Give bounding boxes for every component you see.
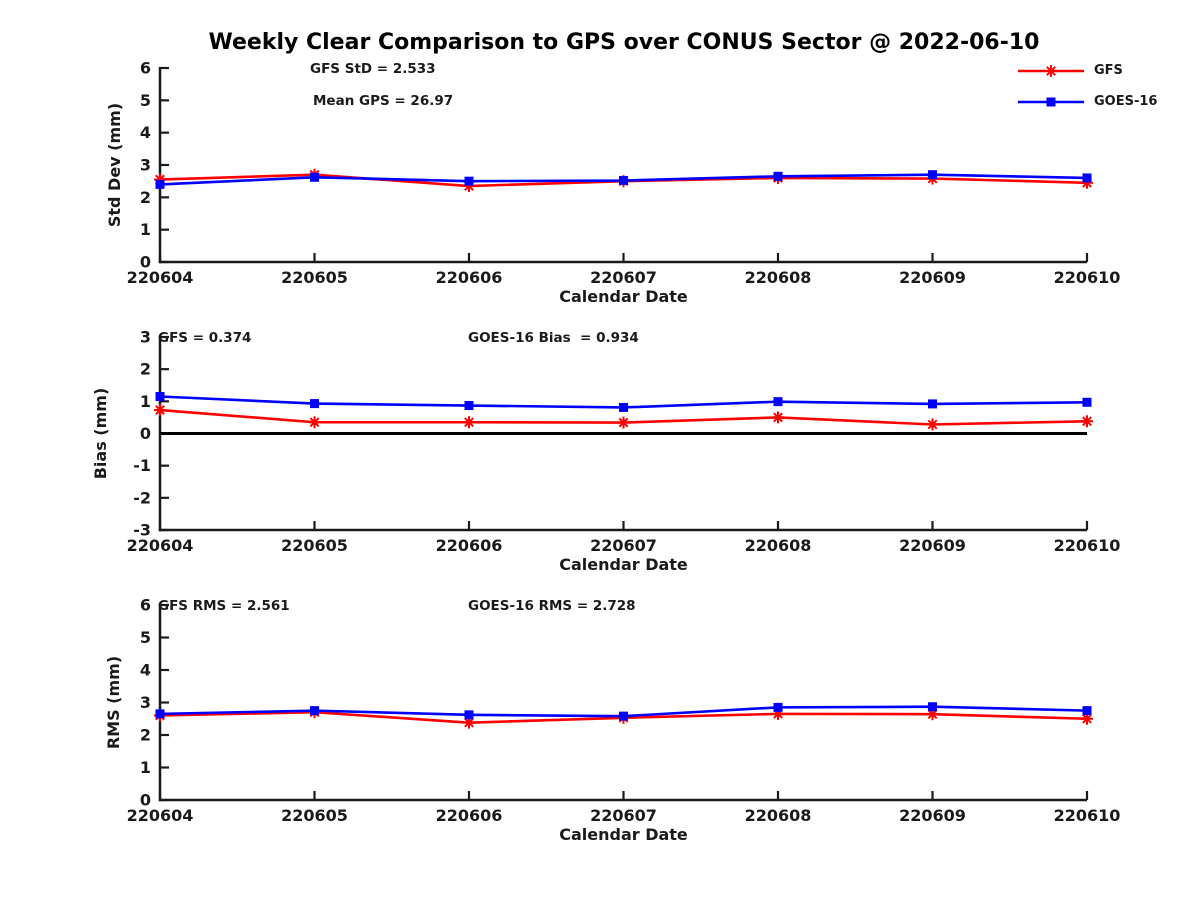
y-axis-label: Bias (mm) — [91, 388, 110, 480]
x-tick-label: 220606 — [436, 268, 503, 287]
gfs-line-sample — [1018, 65, 1084, 77]
y-tick-label: 2 — [140, 726, 151, 745]
y-tick-label: -1 — [133, 456, 151, 475]
annotation: GOES-16 Bias = 0.934 — [468, 330, 639, 346]
data-point-marker — [928, 170, 937, 180]
annotation: GFS = 0.374 — [158, 330, 251, 346]
x-tick-label: 220609 — [899, 806, 966, 825]
x-tick-label: 220606 — [436, 536, 503, 555]
data-point-marker — [155, 392, 165, 402]
y-tick-label: 2 — [140, 360, 151, 379]
annotation: GOES-16 RMS = 2.728 — [468, 598, 636, 614]
y-tick-label: 6 — [140, 596, 151, 615]
data-point-marker — [1081, 415, 1093, 428]
y-tick-label: 3 — [140, 156, 151, 175]
x-tick-label: 220605 — [281, 806, 348, 825]
y-tick-label: 1 — [140, 758, 151, 777]
legend-label-gfs: GFS — [1094, 63, 1123, 78]
data-point-marker — [155, 179, 165, 189]
x-tick-label: 220610 — [1054, 536, 1121, 555]
chart-title: Weekly Clear Comparison to GPS over CONU… — [208, 30, 1040, 55]
y-tick-label: 0 — [140, 253, 151, 272]
x-tick-label: 220604 — [127, 268, 194, 287]
legend-item-goes-16: GOES-16 — [1016, 93, 1157, 111]
x-tick-label: 220608 — [745, 536, 812, 555]
data-point-marker — [617, 416, 630, 429]
y-tick-label: 3 — [140, 328, 151, 347]
x-tick-label: 220609 — [899, 268, 966, 287]
legend: GFS GOES-16 — [1016, 62, 1157, 111]
annotation: GFS StD = 2.533 — [310, 61, 436, 77]
data-point-marker — [463, 416, 475, 429]
y-tick-label: 2 — [140, 188, 151, 207]
goes-16-line-sample — [1018, 97, 1084, 107]
x-tick-label: 220604 — [127, 806, 194, 825]
data-point-marker — [154, 404, 166, 417]
annotation: Mean GPS = 26.97 — [313, 93, 453, 109]
x-tick-label: 220607 — [590, 536, 657, 555]
data-point-marker — [310, 399, 319, 409]
x-tick-label: 220606 — [436, 806, 503, 825]
x-tick-label: 220609 — [899, 536, 966, 555]
x-tick-label: 220607 — [590, 268, 657, 287]
x-tick-label: 220605 — [281, 268, 348, 287]
data-point-marker — [464, 710, 474, 720]
data-point-marker — [619, 711, 628, 721]
y-tick-label: 1 — [140, 220, 151, 239]
data-point-marker — [1082, 173, 1092, 183]
data-point-marker — [310, 706, 319, 716]
x-tick-label: 220608 — [745, 268, 812, 287]
legend-item-gfs: GFS — [1016, 62, 1157, 80]
data-point-marker — [928, 399, 937, 409]
data-point-marker — [773, 397, 783, 407]
x-tick-label: 220605 — [281, 536, 348, 555]
data-point-marker — [1082, 706, 1092, 716]
data-point-marker — [464, 176, 474, 186]
y-tick-label: 5 — [140, 91, 151, 110]
y-axis-label: RMS (mm) — [104, 656, 123, 749]
data-point-marker — [773, 171, 783, 181]
y-tick-label: 5 — [140, 628, 151, 647]
asterisk-marker-icon — [1045, 65, 1057, 77]
y-tick-label: 6 — [140, 59, 151, 78]
data-point-marker — [464, 401, 474, 411]
x-tick-label: 220607 — [590, 806, 657, 825]
x-axis-label: Calendar Date — [559, 555, 688, 574]
annotation: GFS RMS = 2.561 — [158, 598, 290, 614]
y-tick-label: 0 — [140, 424, 151, 443]
y-tick-label: 4 — [140, 123, 151, 142]
data-point-marker — [155, 709, 165, 719]
y-tick-label: 1 — [140, 392, 151, 411]
y-tick-label: -2 — [133, 488, 151, 507]
data-point-marker — [772, 411, 784, 424]
data-point-marker — [308, 416, 321, 429]
data-point-marker — [773, 702, 783, 712]
data-point-marker — [928, 702, 937, 712]
x-tick-label: 220604 — [127, 536, 194, 555]
legend-label-goes-16: GOES-16 — [1094, 94, 1158, 109]
x-axis-label: Calendar Date — [559, 825, 688, 844]
x-tick-label: 220610 — [1054, 806, 1121, 825]
y-tick-label: 3 — [140, 693, 151, 712]
square-marker-icon — [1046, 97, 1056, 107]
y-tick-label: 0 — [140, 791, 151, 810]
y-axis-label: Std Dev (mm) — [105, 103, 124, 227]
x-tick-label: 220608 — [745, 806, 812, 825]
data-point-marker — [926, 418, 939, 431]
y-tick-label: -3 — [133, 521, 151, 540]
y-tick-label: 4 — [140, 661, 151, 680]
data-point-marker — [1082, 397, 1092, 407]
data-point-marker — [310, 172, 319, 182]
data-point-marker — [619, 176, 628, 186]
data-point-marker — [619, 402, 628, 412]
x-tick-label: 220610 — [1054, 268, 1121, 287]
x-axis-label: Calendar Date — [559, 287, 688, 306]
